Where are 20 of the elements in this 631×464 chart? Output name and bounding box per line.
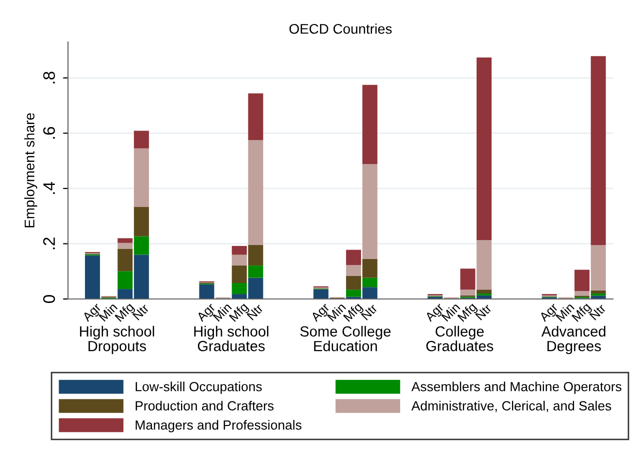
x-tick-label: Ntr	[360, 303, 378, 320]
chart-title: OECD Countries	[289, 24, 392, 34]
text: Advanced Degrees	[541, 326, 606, 354]
y-tick-label: .6	[43, 126, 55, 139]
y-axis-title: Employment share	[24, 113, 38, 228]
legend-label: Managers and Professionals	[136, 420, 302, 432]
y-tick-label: 0	[43, 295, 55, 303]
legend-label: Low-skill Occupations	[136, 382, 262, 394]
y-tick-label: .8	[43, 72, 55, 84]
x-tick-label: Ntr	[589, 303, 606, 320]
text: High school Dropouts	[80, 326, 154, 354]
legend-label: Assemblers and Machine Operators	[411, 382, 622, 394]
text: Some College Education	[300, 326, 391, 352]
x-tick-label: Ntr	[132, 303, 150, 320]
text: College Graduates	[426, 326, 494, 352]
y-tick-label: .2	[43, 238, 55, 250]
legend-label: Production and Crafters	[136, 400, 274, 411]
y-tick-label: .4	[43, 182, 55, 194]
text: High school Graduates	[194, 326, 268, 352]
legend-label: Administrative, Clerical, and Sales	[411, 400, 612, 412]
